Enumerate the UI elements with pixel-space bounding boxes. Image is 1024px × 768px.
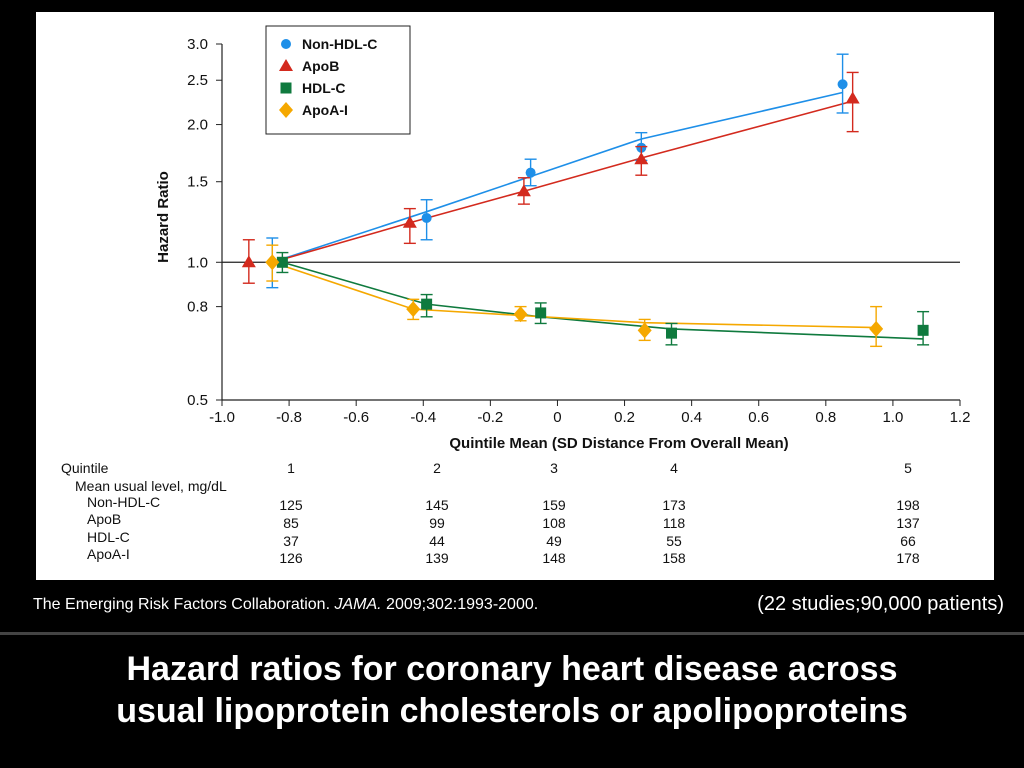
table-cell: 137	[896, 515, 920, 531]
table-cell: 37	[283, 533, 299, 549]
x-tick-label: -0.6	[343, 409, 369, 426]
table-row-label: Non-HDL-C	[87, 494, 161, 510]
table-subheader: Mean usual level, mg/dL	[75, 478, 227, 494]
y-tick-label: 2.5	[187, 72, 208, 89]
figure-panel: 0.5 0.8 1.0 1.5 2.0 2.5 3.0 -1.0 -0.8 -0.6 -0.4 -0.…	[36, 12, 994, 580]
data-point	[917, 324, 929, 336]
x-tick-label: 1.2	[950, 409, 971, 426]
data-point	[402, 215, 417, 228]
legend-label: HDL-C	[302, 80, 346, 96]
citation-details: 2009;302:1993-2000.	[386, 596, 539, 613]
table-cell: 126	[279, 550, 303, 566]
x-tick-label: -0.2	[477, 409, 503, 426]
data-point	[525, 167, 536, 178]
x-tick-label: 0.4	[681, 409, 702, 426]
data-point	[837, 79, 848, 90]
table-cell: 55	[666, 533, 682, 549]
legend-marker	[279, 59, 293, 71]
x-tick-label: -0.4	[410, 409, 436, 426]
slide-title-line-1: Hazard ratios for coronary heart disease…	[126, 650, 898, 688]
table-row-label: HDL-C	[87, 529, 130, 545]
legend-marker	[279, 102, 293, 118]
data-point	[637, 322, 652, 339]
data-point	[845, 91, 860, 104]
table-cell: 44	[429, 533, 445, 549]
x-tick-label: 0.6	[748, 409, 769, 426]
fit-line	[282, 261, 924, 340]
quintile-number: 1	[287, 460, 295, 476]
data-point	[406, 301, 421, 318]
data-point	[535, 307, 547, 319]
x-tick-label: 0.8	[815, 409, 836, 426]
x-tick-label: 0.2	[614, 409, 635, 426]
data-point	[666, 327, 678, 339]
legend-label: ApoA-I	[302, 102, 348, 118]
legend-marker	[281, 39, 291, 49]
table-cell: 198	[896, 497, 920, 513]
data-point	[634, 152, 649, 165]
data-point	[265, 254, 280, 271]
table-cell: 148	[542, 550, 566, 566]
table-cell: 178	[896, 550, 920, 566]
table-row-label: ApoB	[87, 511, 122, 527]
table-row-label: ApoA-I	[87, 546, 130, 562]
x-tick-label: -0.8	[276, 409, 302, 426]
legend-label: Non-HDL-C	[302, 36, 377, 52]
studies-note: (22 studies;90,000 patients)	[757, 593, 1004, 615]
divider	[0, 632, 1024, 635]
table-cell: 145	[425, 497, 449, 513]
y-axis-title: Hazard Ratio	[155, 171, 172, 263]
data-point	[276, 256, 288, 268]
data-point	[421, 212, 432, 223]
table-cell: 118	[662, 515, 686, 531]
y-tick-label: 0.5	[187, 392, 208, 409]
legend-marker	[280, 82, 292, 94]
y-tick-label: 2.0	[187, 117, 208, 134]
table-cell: 125	[279, 497, 303, 513]
data-point	[513, 306, 528, 323]
data-point	[869, 320, 884, 337]
table-cell: 108	[542, 515, 566, 531]
quintile-number: 3	[550, 460, 558, 476]
table-cell: 49	[546, 533, 562, 549]
data-point	[516, 184, 531, 197]
fit-line	[272, 261, 877, 329]
legend-label: ApoB	[302, 58, 339, 74]
x-tick-label: 0	[553, 409, 561, 426]
citation-journal: JAMA.	[334, 596, 382, 613]
x-tick-label: -1.0	[209, 409, 235, 426]
citation: The Emerging Risk Factors Collaboration.…	[33, 596, 538, 614]
quintile-number: 4	[670, 460, 678, 476]
table-cell: 173	[662, 497, 686, 513]
citation-authors: The Emerging Risk Factors Collaboration.	[33, 596, 331, 613]
y-tick-label: 1.0	[187, 254, 208, 271]
slide-title: Hazard ratios for coronary heart disease…	[0, 648, 1024, 732]
data-point	[241, 255, 256, 268]
x-axis-title: Quintile Mean (SD Distance From Overall …	[449, 435, 788, 452]
table-cell: 159	[542, 497, 566, 513]
table-cell: 158	[662, 550, 686, 566]
table-cell: 139	[425, 550, 449, 566]
data-point	[421, 298, 433, 310]
table-cell: 85	[283, 515, 299, 531]
y-tick-label: 0.8	[187, 299, 208, 316]
quintile-number: 2	[433, 460, 441, 476]
hazard-ratio-chart: 0.5 0.8 1.0 1.5 2.0 2.5 3.0 -1.0 -0.8 -0.6 -0.4 -0.…	[155, 25, 971, 452]
quintile-number: 5	[904, 460, 912, 476]
x-tick-label: 1.0	[882, 409, 903, 426]
table-cell: 66	[900, 533, 916, 549]
y-tick-label: 3.0	[187, 36, 208, 53]
y-tick-label: 1.5	[187, 174, 208, 191]
table-quintile-label: Quintile	[61, 460, 109, 476]
table-cell: 99	[429, 515, 445, 531]
slide-title-line-2: usual lipoprotein cholesterols or apolip…	[116, 692, 908, 730]
